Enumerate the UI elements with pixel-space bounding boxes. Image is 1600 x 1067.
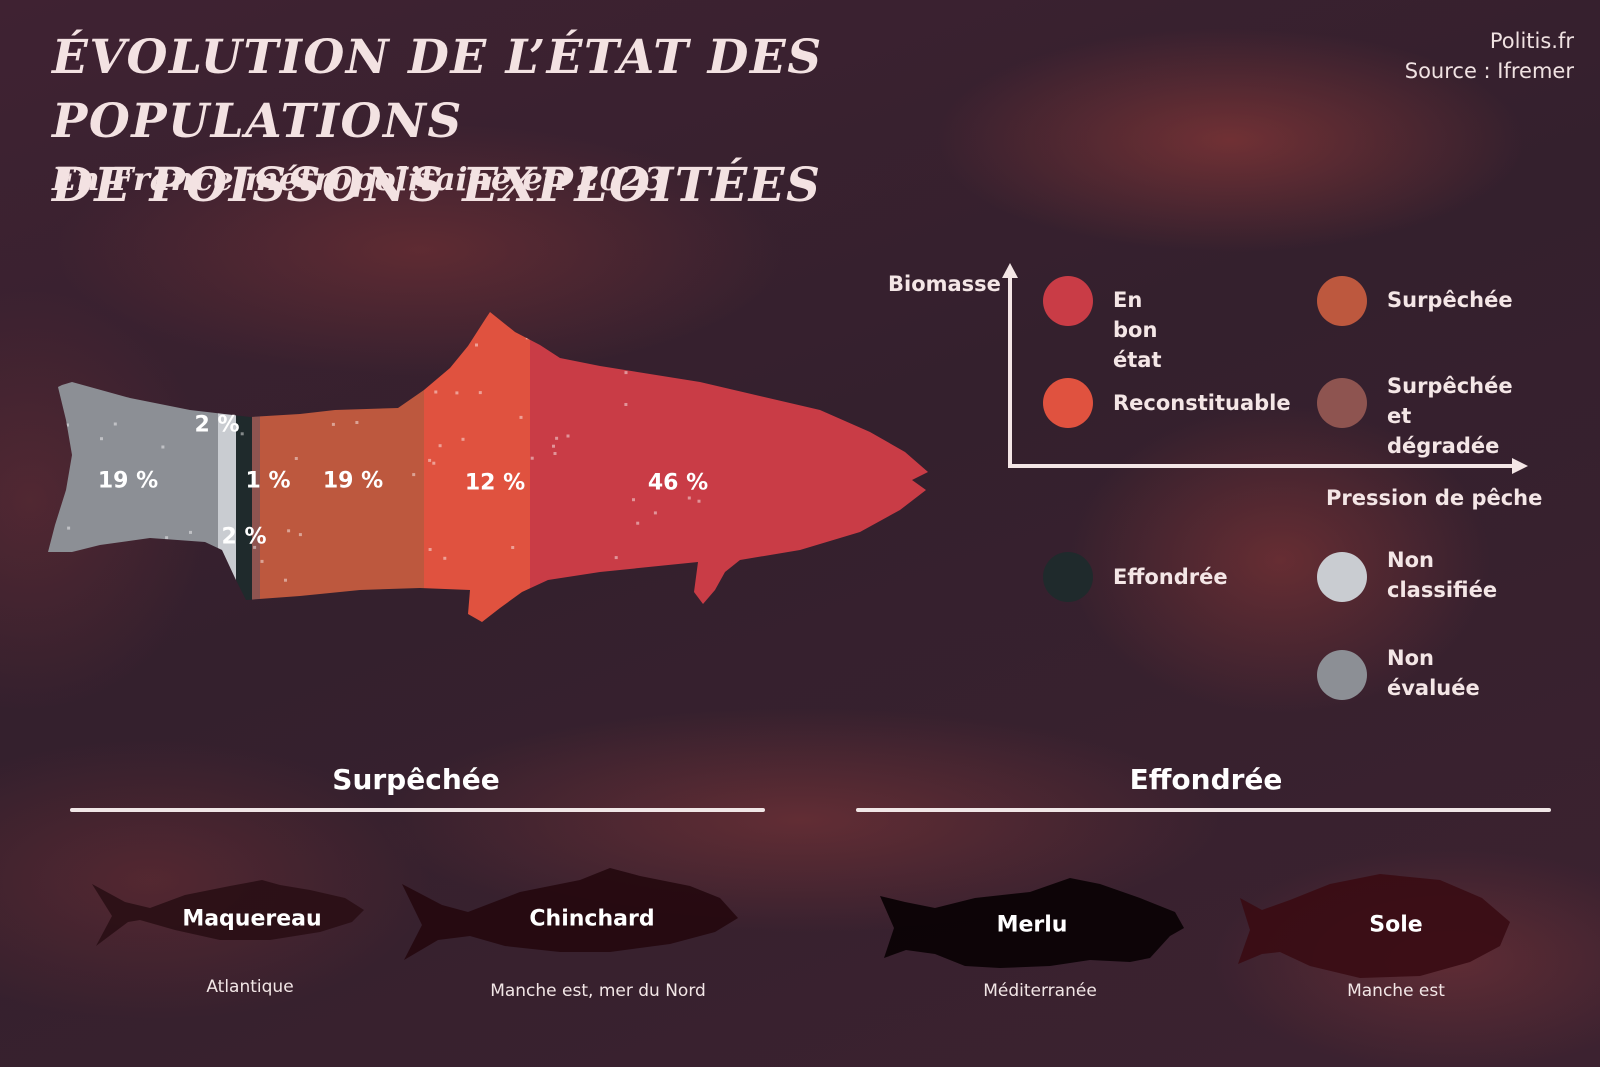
fish-speckle [67,526,71,530]
species-name-chinchard: Chinchard [529,906,655,932]
legend-swatch-non-evaluee [1317,650,1367,700]
section-rule-surpechee [70,808,765,812]
legend-label-effondree: Effondrée [1113,565,1228,589]
fish-speckle [555,436,559,440]
fish-speckle [428,458,432,462]
fish-speckle [511,546,515,549]
fish-speckle [428,548,432,551]
value-label-effondree: 2 % [221,524,267,550]
fish-speckle [552,444,555,448]
species-name-merlu: Merlu [996,912,1068,938]
fish-speckle [113,422,117,426]
y-axis-label: Biomasse [888,272,1001,296]
fish-speckle [298,533,302,537]
fish-speckle [614,556,618,560]
fish-speckle [553,452,557,455]
species-region-sole: Manche est [1347,981,1445,1001]
species-region-maquereau: Atlantique [206,977,294,997]
species-region-merlu: Méditerranée [983,981,1097,1001]
fish-speckle [461,437,465,441]
fish-speckle [475,343,478,347]
fish-speckle [566,434,570,438]
legend-swatch-non-classifiee [1317,552,1367,602]
fish-speckle [438,444,442,448]
fish-speckle [443,556,447,560]
section-rule-effondree [856,808,1551,812]
maquereau-fish-icon [92,880,364,946]
fish-speckle [432,461,436,465]
fish-speckle [632,498,635,502]
section-title-surpechee: Surpêchée [332,763,500,796]
legend-swatch-reconstituable [1043,378,1093,428]
fish-speckle [287,529,291,533]
fish-speckle [412,473,416,477]
fish-speckle [653,511,657,515]
fish-speckle [471,475,475,479]
species-region-chinchard: Manche est, mer du Nord [490,981,706,1001]
source-credit: Source : Ifremer [1404,59,1574,83]
legend-label-non-classifiee: Non classifiée [1387,548,1498,602]
value-label-bon-etat: 46 % [647,470,709,496]
fish-speckle [260,559,264,563]
title-line-1: Évolution de l’état des populations [52,30,823,149]
value-label-reconstituable: 12 % [464,470,526,496]
page-title: Évolution de l’état des populations de p… [52,26,1132,218]
legend-label-non-evaluee: Non évaluée [1387,646,1480,700]
legend-label-surpechee-degradee: Surpêchée et dégradée [1387,374,1513,458]
legend-swatch-surpechee [1317,276,1367,326]
fish-speckle [165,536,169,540]
fish-segment-surpechee-degradee [252,312,260,622]
fish-speckle [455,391,459,395]
fish-speckle [687,496,691,500]
legend-label-bon-etat: En bon état [1113,288,1162,372]
fish-speckle [284,578,287,582]
fish-speckle [240,432,244,436]
fish-speckle [530,456,534,460]
value-label-non-evaluee: 19 % [97,468,159,494]
fish-speckle [294,457,298,460]
fish-speckle [253,545,257,549]
value-label-surpechee-degradee: 1 % [245,468,291,494]
fish-speckle [636,521,640,525]
value-label-surpechee: 19 % [322,468,384,494]
page-subtitle: En France métropolitaine en 2023 [52,160,667,198]
legend-axes [1002,263,1528,474]
fish-speckle [355,421,359,424]
fish-speckle [624,403,628,406]
legend-swatch-surpechee-degradee [1317,378,1367,428]
fish-speckle [478,391,482,395]
fish-speckle [331,422,335,426]
fish-speckle [624,371,628,375]
legend-swatch-bon-etat [1043,276,1093,326]
section-title-effondree: Effondrée [1129,763,1283,796]
sole-fish-icon [1238,874,1510,978]
fish-speckle [65,423,69,427]
legend-label-reconstituable: Reconstituable [1113,391,1291,415]
credits: Politis.fr Source : Ifremer [1405,26,1574,86]
merlu-fish-icon [880,878,1184,968]
legend-swatch-effondree [1043,552,1093,602]
fish-speckle [189,530,192,534]
value-label-non-classifiee: 2 % [194,412,240,438]
title-line-2: de poissons exploitées [52,158,822,213]
species-name-maquereau: Maquereau [182,906,322,932]
fish-speckle [519,415,523,419]
publisher-credit: Politis.fr [1489,29,1574,53]
x-axis-label: Pression de pêche [1326,486,1543,510]
pressure-axis-arrow [1512,458,1528,474]
fish-speckle [434,390,438,394]
chinchard-fish-icon [402,868,738,960]
fish-speckle [161,445,165,449]
biomass-axis-arrow [1002,263,1018,278]
fish-speckle [100,437,103,441]
fish-speckle [697,499,701,503]
species-name-sole: Sole [1369,912,1423,938]
legend-label-surpechee: Surpêchée [1387,288,1513,312]
